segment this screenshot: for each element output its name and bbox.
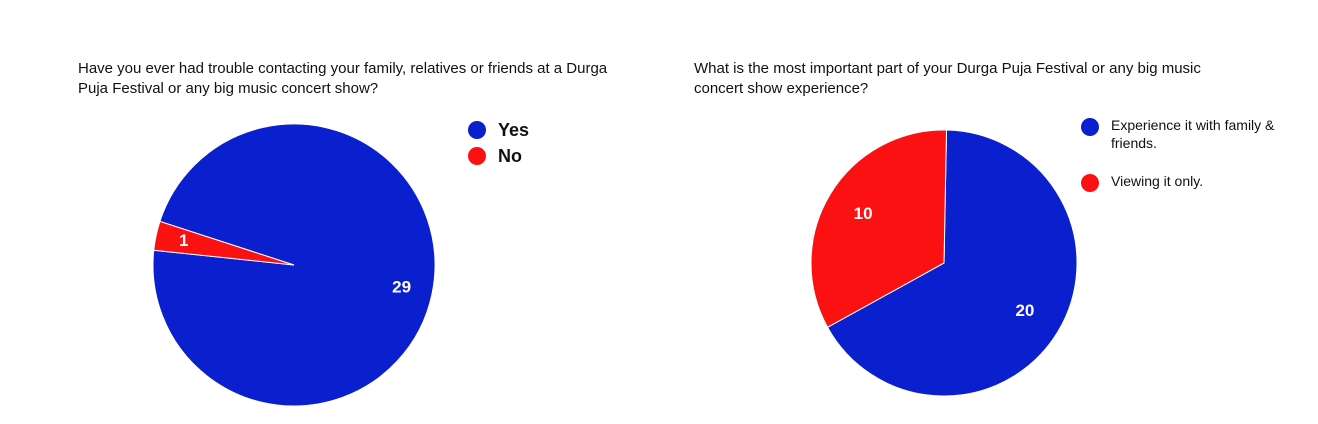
legend-item-yes[interactable]: Yes [468,117,529,143]
legend-label: No [498,145,522,166]
legend-swatch [468,147,486,165]
legend-swatch [468,121,486,139]
legend: Experience it with family & friends. Vie… [1081,116,1316,212]
pie-chart-important-part: What is the most important part of your … [659,0,1318,424]
legend-item-viewing-only[interactable]: Viewing it only. [1081,172,1316,192]
pie-chart-trouble-contacting: Have you ever had trouble contacting you… [78,60,608,407]
slice-value-label: 20 [1015,301,1034,320]
legend-item-family-friends[interactable]: Experience it with family & friends. [1081,116,1316,152]
legend-label: Yes [498,119,530,140]
slice-value-label: 1 [179,231,188,250]
slice-value-label: 10 [854,204,873,223]
slice-value-label: 29 [392,277,411,296]
legend-swatch [1081,118,1099,136]
legend: Yes No [468,117,529,169]
legend-label: Viewing it only. [1111,173,1204,189]
pie-slice-no[interactable] [153,220,295,266]
chart-title: What is the most important part of your … [694,60,1201,97]
pie-slice-experience-it-with-family-friends[interactable] [826,129,1078,397]
legend-swatch [1081,174,1099,192]
legend-item-no[interactable]: No [468,143,529,169]
chart-title: Have you ever had trouble contacting you… [78,60,608,97]
legend-label: Experience it with family & friends. [1111,117,1275,151]
pie-plot-area: 29 1 [152,123,436,407]
pie-slice-viewing-it-only[interactable] [810,129,948,328]
